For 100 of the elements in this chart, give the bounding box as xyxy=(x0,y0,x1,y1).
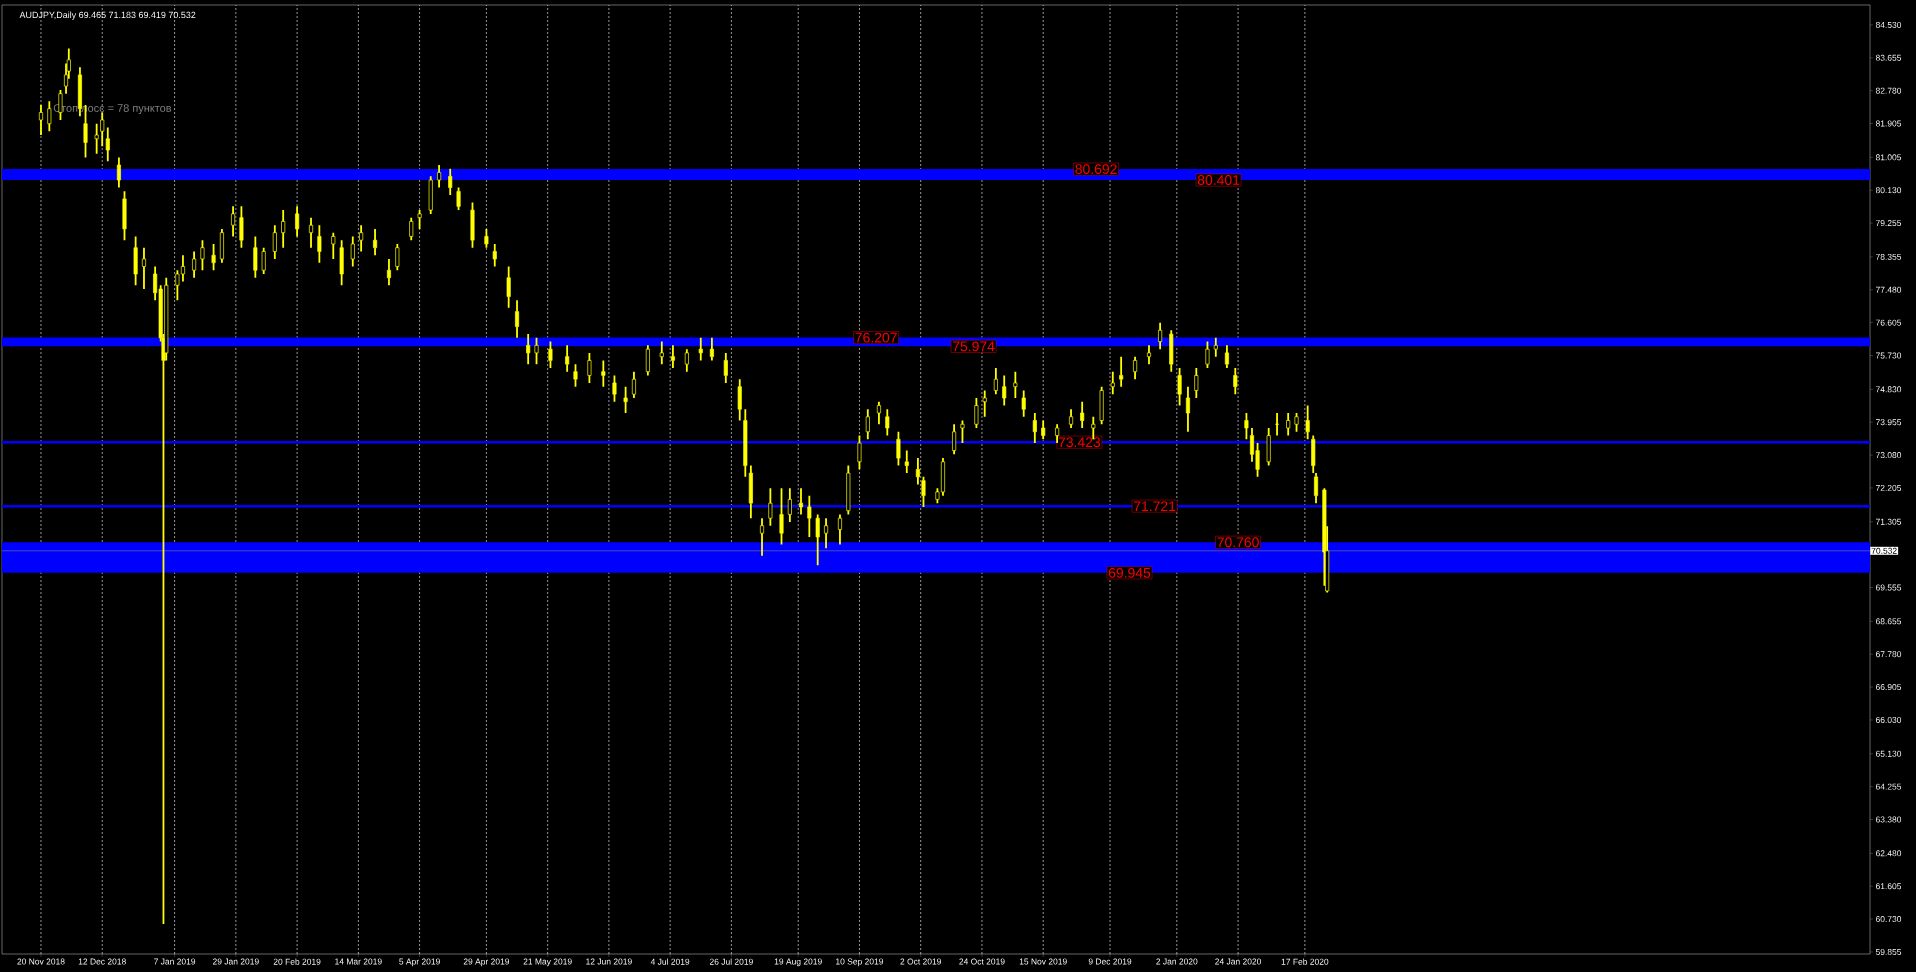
candlestick xyxy=(409,216,414,242)
y-tick-label: 65.130 xyxy=(1875,750,1902,757)
candlestick xyxy=(309,216,314,249)
x-tick-label: 21 May 2019 xyxy=(523,958,572,967)
candlestick xyxy=(211,243,216,272)
candlestick xyxy=(737,378,742,422)
candlestick xyxy=(565,344,570,373)
candlestick xyxy=(1305,404,1310,441)
y-tick-label: 76.605 xyxy=(1875,319,1902,326)
x-tick-label: 14 Mar 2019 xyxy=(335,958,382,965)
y-tick-label: 84.530 xyxy=(1875,21,1902,28)
annotation: 80.692 xyxy=(1075,164,1117,175)
x-tick-label: 17 Feb 2020 xyxy=(1281,958,1329,965)
candlestick xyxy=(759,517,765,557)
candlestick xyxy=(1169,329,1174,373)
candlestick xyxy=(1177,367,1182,407)
candlestick xyxy=(253,235,258,279)
y-tick-label: 81.905 xyxy=(1875,120,1902,127)
candlestick xyxy=(798,487,804,516)
x-tick-label: 29 Jan 2019 xyxy=(212,958,259,965)
y-tick-label: 77.480 xyxy=(1875,286,1902,293)
x-tick-label: 24 Jan 2020 xyxy=(1215,958,1262,965)
x-tick-label: 20 Nov 2018 xyxy=(17,958,65,965)
candlestick xyxy=(1194,367,1199,399)
y-tick-label: 81.005 xyxy=(1875,154,1902,161)
candlestick xyxy=(331,231,336,260)
candlestick xyxy=(105,126,110,163)
y-tick-label: 69.555 xyxy=(1875,584,1902,591)
candlestick xyxy=(122,190,127,242)
candlestick xyxy=(885,408,890,437)
candlestick xyxy=(1041,419,1046,441)
candlestick xyxy=(350,235,355,268)
candlestick xyxy=(534,336,539,366)
annotation: 70.760 xyxy=(1217,537,1259,548)
y-tick-label: 67.780 xyxy=(1875,651,1902,658)
candlestick xyxy=(1002,374,1007,407)
candlestick xyxy=(865,408,870,441)
x-tick-label: 5 Apr 2019 xyxy=(399,958,440,967)
y-tick-label: 68.655 xyxy=(1875,618,1902,625)
candlestick xyxy=(993,367,998,396)
annotation: 75.974 xyxy=(952,341,995,352)
candlestick xyxy=(1314,472,1319,505)
candlestick xyxy=(698,336,703,362)
candlestick xyxy=(601,359,606,388)
candlestick xyxy=(94,122,99,155)
candlestick xyxy=(623,385,628,414)
candlestick xyxy=(815,513,820,567)
candlestick xyxy=(239,205,244,249)
candlestick xyxy=(787,487,792,523)
candlestick xyxy=(659,340,664,366)
candlestick xyxy=(1069,408,1074,429)
candlestick xyxy=(952,423,957,456)
candlestick xyxy=(1158,321,1163,351)
x-tick-label: 10 Sep 2019 xyxy=(836,958,884,967)
candlestick xyxy=(824,517,829,550)
x-tick-label: 26 Jul 2019 xyxy=(709,958,753,965)
y-tick-label: 74.830 xyxy=(1875,386,1902,393)
candlestick xyxy=(373,228,378,257)
candlestick xyxy=(515,299,520,339)
y-tick-label: 78.355 xyxy=(1875,253,1902,260)
candlestick xyxy=(1032,412,1037,444)
x-tick-label: 2 Oct 2019 xyxy=(900,958,942,965)
y-tick-label: 62.480 xyxy=(1875,850,1902,857)
candlestick xyxy=(982,389,987,418)
candlestick xyxy=(281,209,286,249)
candlestick xyxy=(960,419,965,444)
candlestick xyxy=(846,464,851,516)
candlestick xyxy=(915,457,920,486)
x-tick-label: 15 Nov 2019 xyxy=(1019,958,1067,965)
candlestick xyxy=(272,224,277,260)
candlestick xyxy=(1244,412,1249,441)
candlestick xyxy=(1021,389,1026,418)
candlestick xyxy=(219,228,224,264)
candlestick xyxy=(709,336,714,362)
y-tick-label: 71.305 xyxy=(1875,518,1902,525)
y-tick-label: 66.030 xyxy=(1875,716,1902,723)
candlestick xyxy=(200,239,205,272)
y-tick-label: 61.605 xyxy=(1875,883,1902,890)
y-tick-label: 80.130 xyxy=(1875,187,1902,194)
candlestick xyxy=(359,224,364,253)
x-tick-label: 20 Feb 2019 xyxy=(273,958,321,965)
x-tick-label: 29 Apr 2019 xyxy=(463,958,510,967)
candlestick xyxy=(47,100,52,133)
candlestick xyxy=(261,246,266,275)
candlestick xyxy=(1110,370,1115,396)
candlestick xyxy=(1146,344,1151,366)
candlestick xyxy=(837,513,842,546)
candlestick xyxy=(1266,427,1271,467)
x-tick-label: 24 Oct 2019 xyxy=(959,958,1005,965)
candlestick xyxy=(428,175,433,215)
candlestick xyxy=(437,164,442,189)
ref-line-label: 70.532 xyxy=(1871,547,1897,554)
x-tick-label: 12 Jun 2019 xyxy=(586,958,632,965)
annotation: 80.401 xyxy=(1197,175,1240,185)
candlestick xyxy=(631,370,636,399)
candlestick xyxy=(1213,336,1218,358)
candlestick xyxy=(116,156,121,189)
candlestick xyxy=(133,235,138,287)
candlestick xyxy=(231,205,236,238)
y-tick-label: 83.655 xyxy=(1875,54,1902,61)
